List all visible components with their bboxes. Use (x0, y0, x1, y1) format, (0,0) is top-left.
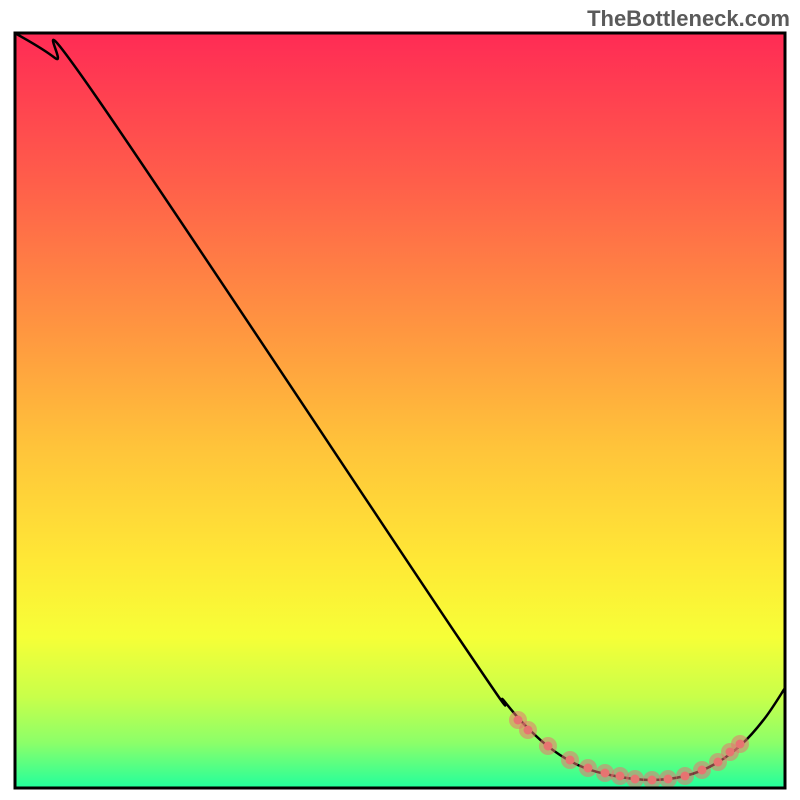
marker-inner (714, 758, 723, 767)
marker-inner (681, 772, 690, 781)
marker-inner (544, 742, 553, 751)
marker-inner (616, 772, 625, 781)
marker-inner (584, 764, 593, 773)
marker-inner (524, 726, 533, 735)
watermark-text: TheBottleneck.com (587, 6, 790, 32)
marker-inner (566, 756, 575, 765)
marker-inner (664, 775, 673, 784)
marker-inner (736, 740, 745, 749)
marker-inner (648, 776, 657, 785)
marker-inner (631, 775, 640, 784)
marker-inner (698, 766, 707, 775)
chart-canvas (0, 0, 800, 800)
marker-inner (601, 769, 610, 778)
marker-inner (514, 716, 523, 725)
